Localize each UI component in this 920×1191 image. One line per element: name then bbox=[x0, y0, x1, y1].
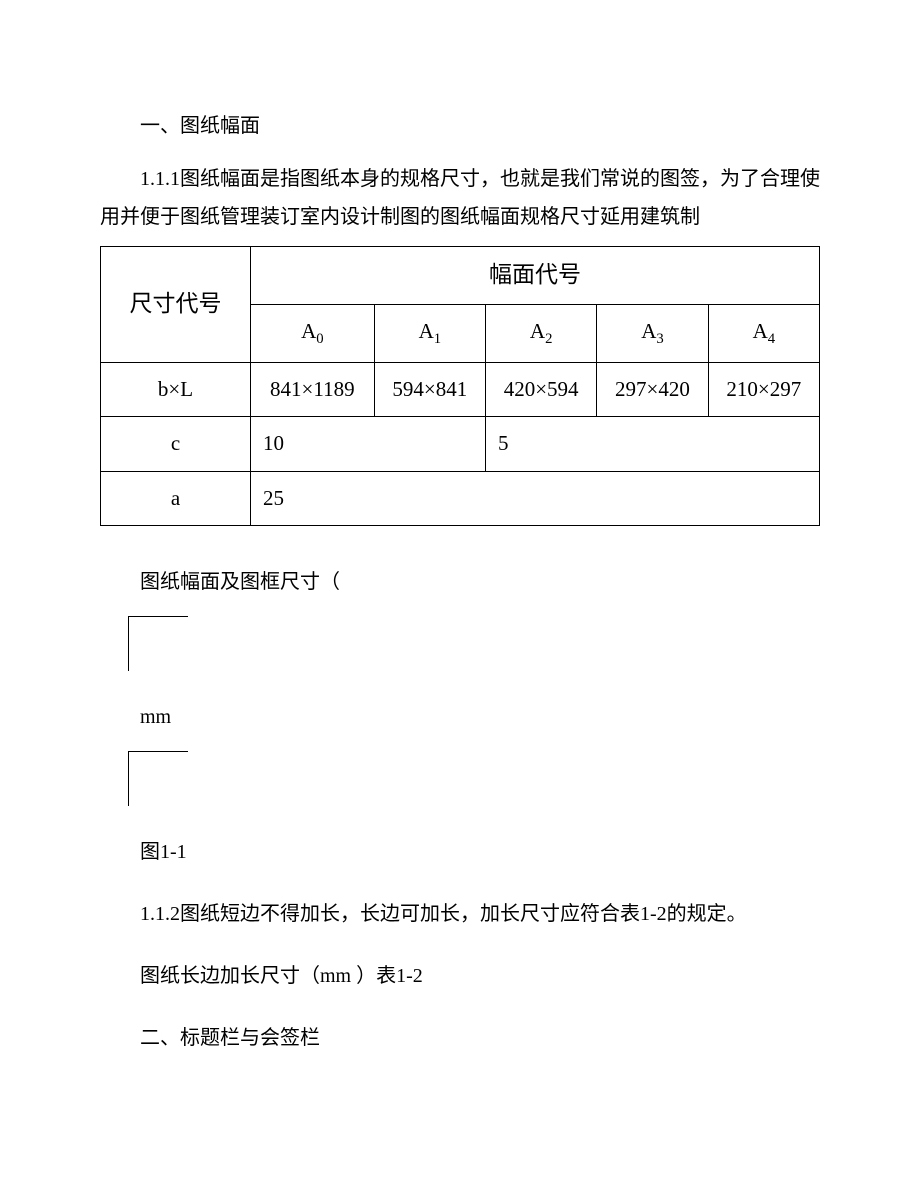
row-c-label: c bbox=[101, 417, 251, 472]
format-code-header: 幅面代号 bbox=[251, 247, 820, 305]
cell-a4-size: 210×297 bbox=[708, 362, 819, 417]
row-bxl-label: b×L bbox=[101, 362, 251, 417]
section-heading-2: 二、标题栏与会签栏 bbox=[100, 1022, 820, 1054]
paragraph-1-1-1: 1.1.1图纸幅面是指图纸本身的规格尺寸，也就是我们常说的图签，为了合理使用并便… bbox=[100, 160, 820, 236]
size-code-header: 尺寸代号 bbox=[101, 247, 251, 363]
col-a0: A0 bbox=[251, 304, 375, 362]
cell-a0-size: 841×1189 bbox=[251, 362, 375, 417]
table-caption-2: 图纸长边加长尺寸（mm ）表1-2 bbox=[100, 960, 820, 992]
unit-label: mm bbox=[100, 701, 820, 733]
bracket-mark-2 bbox=[128, 751, 188, 806]
col-a3: A3 bbox=[597, 304, 708, 362]
cell-a2-size: 420×594 bbox=[485, 362, 596, 417]
cell-c-value1: 10 bbox=[251, 417, 486, 472]
cell-a-value: 25 bbox=[251, 471, 820, 526]
figure-label: 图1-1 bbox=[100, 836, 820, 868]
col-a4: A4 bbox=[708, 304, 819, 362]
bracket-mark-1 bbox=[128, 616, 188, 671]
col-a2: A2 bbox=[485, 304, 596, 362]
cell-c-value2: 5 bbox=[485, 417, 819, 472]
row-a-label: a bbox=[101, 471, 251, 526]
cell-a1-size: 594×841 bbox=[374, 362, 485, 417]
cell-a3-size: 297×420 bbox=[597, 362, 708, 417]
section-heading-1: 一、图纸幅面 bbox=[100, 110, 820, 142]
paragraph-1-1-2: 1.1.2图纸短边不得加长，长边可加长，加长尺寸应符合表1-2的规定。 bbox=[100, 898, 820, 930]
paper-format-table: 尺寸代号 幅面代号 A0 A1 A2 A3 A4 b×L 841×1189 59… bbox=[100, 246, 820, 526]
table-caption-1: 图纸幅面及图框尺寸（ bbox=[100, 566, 820, 598]
col-a1: A1 bbox=[374, 304, 485, 362]
